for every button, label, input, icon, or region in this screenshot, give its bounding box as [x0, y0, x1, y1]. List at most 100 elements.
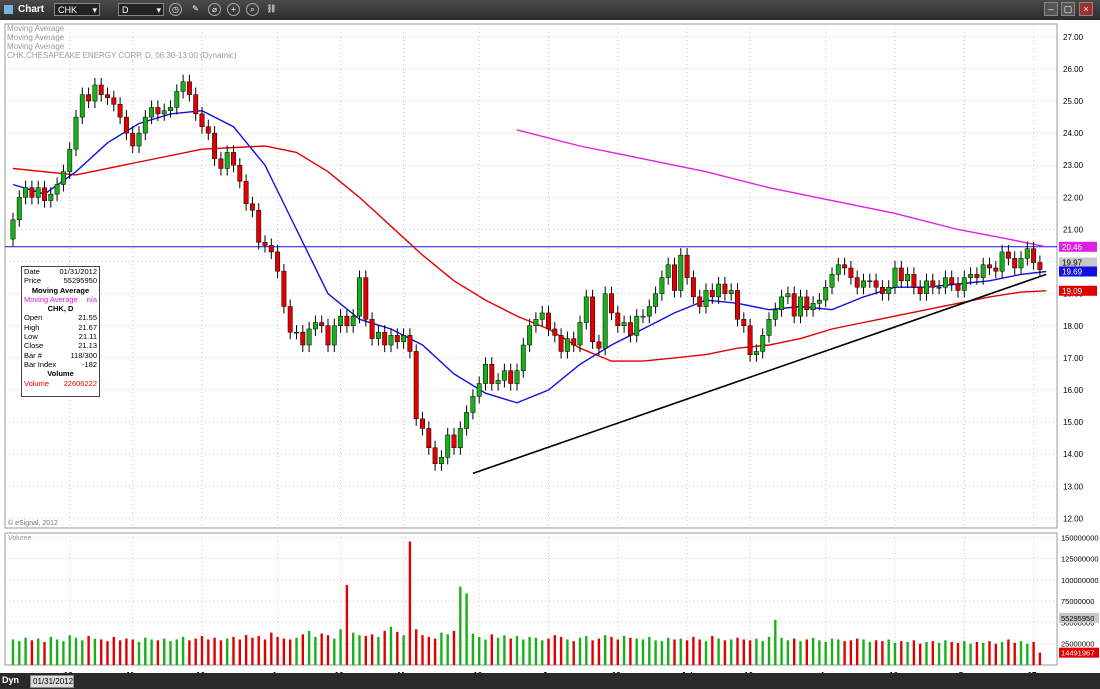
volume-bar	[377, 636, 380, 665]
candle-body	[256, 209, 262, 243]
candle-body	[772, 309, 778, 320]
volume-bar	[207, 639, 210, 665]
candle-body	[527, 325, 533, 346]
volume-bar	[629, 637, 632, 665]
candle-body	[1024, 248, 1030, 259]
volume-bar	[1038, 652, 1042, 665]
volume-bar	[950, 642, 953, 665]
candle-body	[413, 351, 419, 420]
candle-body	[980, 264, 986, 278]
link-icon[interactable]: ⌀	[208, 3, 221, 16]
candle-body	[401, 335, 407, 343]
volume-bar	[692, 636, 695, 665]
volume-bar	[767, 636, 771, 665]
candle-body	[602, 293, 608, 349]
data-window[interactable]: Date 01/31/2012 Price 55295950 Moving Aver…	[21, 266, 100, 397]
volume-bar	[994, 643, 997, 665]
candle-body	[369, 319, 375, 339]
chain-icon[interactable]: ⛓	[266, 4, 277, 13]
volume-bar	[125, 638, 128, 665]
mode-label[interactable]: Dyn	[2, 675, 20, 685]
candle-body	[394, 335, 400, 343]
volume-bar	[541, 640, 544, 665]
candle-body	[590, 296, 596, 343]
chevron-down-icon[interactable]: ▾	[92, 5, 97, 15]
candle-body	[231, 152, 236, 166]
volume-bar	[433, 638, 437, 665]
volume-bar	[553, 635, 556, 665]
clock-icon[interactable]: ◷	[169, 3, 182, 16]
price-chart[interactable]: 12.0013.0014.0015.0016.0017.0018.0019.00…	[0, 20, 1100, 673]
candle-body	[829, 274, 835, 288]
candle-body	[29, 187, 35, 198]
candle-body	[672, 264, 677, 291]
volume-panel-label: Volume	[8, 535, 31, 542]
candle-body	[898, 267, 904, 282]
volume-bar	[326, 635, 330, 665]
candle-body	[420, 418, 425, 429]
symbol-input[interactable]: CHK ▾	[54, 3, 100, 16]
candle-body	[35, 187, 41, 198]
volume-bar	[900, 641, 903, 665]
volume-bar	[112, 636, 115, 665]
candle-body	[539, 312, 545, 320]
candle-body	[212, 132, 218, 160]
candle-body	[92, 84, 98, 102]
volume-bar	[799, 641, 802, 665]
volume-bar	[906, 642, 909, 665]
volume-bar	[893, 642, 897, 665]
volume-tick-label: 75000000	[1061, 597, 1094, 606]
volume-bar	[465, 593, 468, 665]
volume-bar	[704, 641, 708, 665]
candle-body	[848, 267, 854, 278]
volume-bar	[213, 637, 216, 665]
volume-bar	[396, 631, 399, 665]
volume-bar	[667, 637, 670, 665]
price-tag	[1059, 257, 1097, 268]
price-tag-label: 19.97	[1062, 259, 1083, 268]
candle-body	[747, 325, 753, 355]
volume-bar	[830, 638, 834, 665]
date-tick-label: Jul	[681, 671, 693, 673]
add-icon[interactable]: +	[227, 3, 240, 16]
minimize-button[interactable]: –	[1044, 2, 1058, 16]
volume-bar	[333, 638, 336, 665]
pencil-icon[interactable]: ✎	[192, 4, 199, 13]
indicator-legend: Moving Average Moving Average Moving Ave…	[7, 24, 237, 60]
volume-bar	[169, 641, 172, 665]
restore-button[interactable]: ▢	[1061, 2, 1075, 16]
price-tick-label: 15.00	[1063, 418, 1084, 427]
volume-bar	[345, 584, 349, 665]
candle-body	[268, 245, 274, 253]
interval-input[interactable]: D ▾	[118, 3, 164, 16]
volume-bar	[597, 638, 601, 665]
volume-bar	[975, 642, 979, 665]
close-button[interactable]: ×	[1079, 2, 1093, 16]
candle-body	[596, 341, 602, 349]
candle-body	[363, 277, 369, 320]
candle-body	[816, 299, 822, 304]
candle-body	[338, 315, 344, 327]
candle-body	[130, 132, 136, 147]
volume-bar	[1000, 642, 1004, 665]
volume-bar	[307, 630, 311, 665]
volume-bar	[188, 640, 191, 665]
volume-bar	[648, 636, 651, 665]
date-tick-label: 18	[612, 671, 621, 673]
candle-body	[697, 296, 703, 307]
volume-bar	[622, 636, 626, 665]
candle-body	[243, 181, 249, 205]
candle-body	[136, 132, 142, 147]
magnifier-icon[interactable]: ⌕	[246, 3, 259, 16]
candle-body	[1018, 258, 1024, 269]
volume-bar	[251, 637, 254, 665]
volume-bar	[572, 641, 575, 665]
volume-bar	[925, 642, 928, 665]
candle-body	[753, 351, 759, 355]
volume-bar	[446, 634, 449, 665]
candle-body	[716, 283, 722, 298]
candle-body	[571, 338, 577, 346]
volume-bar	[635, 638, 638, 665]
chevron-down-icon[interactable]: ▾	[156, 5, 161, 15]
candle-body	[438, 457, 444, 465]
